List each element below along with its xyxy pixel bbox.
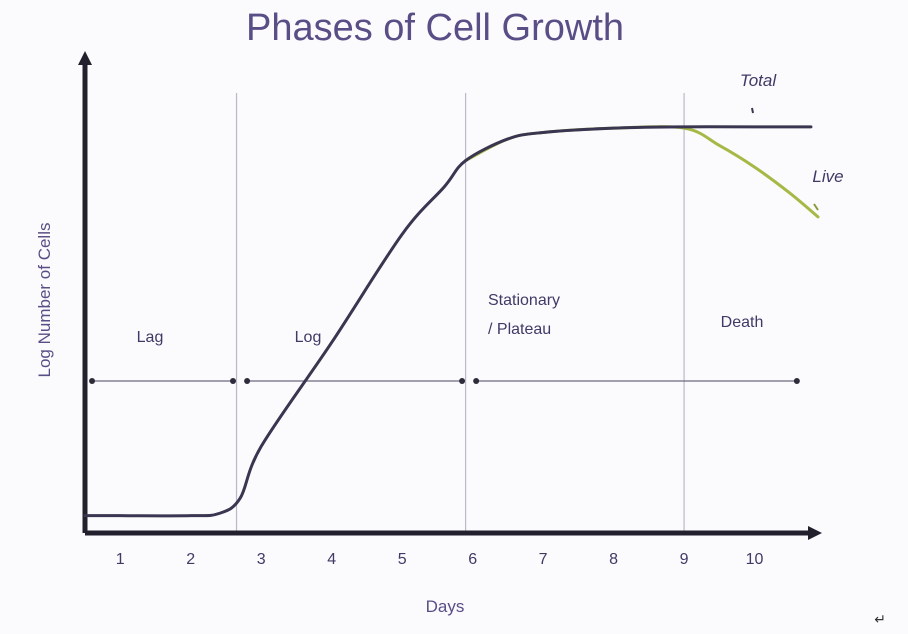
x-tick-label-5: 5 xyxy=(398,551,407,568)
phase-label-lag: Lag xyxy=(137,329,164,346)
x-tick-label-9: 9 xyxy=(680,551,689,568)
x-tick-label-7: 7 xyxy=(539,551,548,568)
phase-arrows xyxy=(89,378,800,384)
series-lines xyxy=(83,125,820,518)
x-axis-label: Days xyxy=(426,597,465,616)
x-tick-label-2: 2 xyxy=(186,551,195,568)
return-mark: ↵ xyxy=(874,612,886,628)
x-tick-label-8: 8 xyxy=(609,551,618,568)
y-axis-arrowhead xyxy=(78,51,92,65)
phase-arrow-end-2 xyxy=(459,378,466,384)
phase-arrow-end-1 xyxy=(230,378,237,384)
x-axis-arrowhead xyxy=(808,526,822,540)
axes xyxy=(78,51,822,540)
x-tick-label-6: 6 xyxy=(468,551,477,568)
phase-arrow-start-3 xyxy=(473,378,480,384)
series-label-total: Total xyxy=(740,71,777,90)
series-line-total xyxy=(83,125,813,518)
phase-arrow-start-2 xyxy=(244,378,251,384)
chart-title: Phases of Cell Growth xyxy=(246,7,624,49)
y-axis-label: Log Number of Cells xyxy=(35,223,54,378)
series-line-live xyxy=(464,125,820,219)
phase-boundaries xyxy=(235,93,685,533)
total-label-pointer xyxy=(751,107,754,114)
phase-arrow-start-1 xyxy=(89,378,96,384)
phase-label-plateau: / Plateau xyxy=(488,321,551,338)
phase-label-stationary: Stationary xyxy=(488,292,560,309)
x-tick-label-4: 4 xyxy=(327,551,336,568)
phase-label-log: Log xyxy=(295,329,322,346)
phase-label-death: Death xyxy=(721,314,764,331)
x-tick-label-1: 1 xyxy=(116,551,125,568)
x-tick-label-3: 3 xyxy=(257,551,266,568)
series-label-live: Live xyxy=(812,167,843,186)
x-tick-labels: 1 2 3 4 5 6 7 8 9 10 xyxy=(116,551,764,568)
live-label-pointer xyxy=(813,203,819,211)
x-tick-label-10: 10 xyxy=(746,551,764,568)
phase-arrow-end-3 xyxy=(793,378,800,384)
